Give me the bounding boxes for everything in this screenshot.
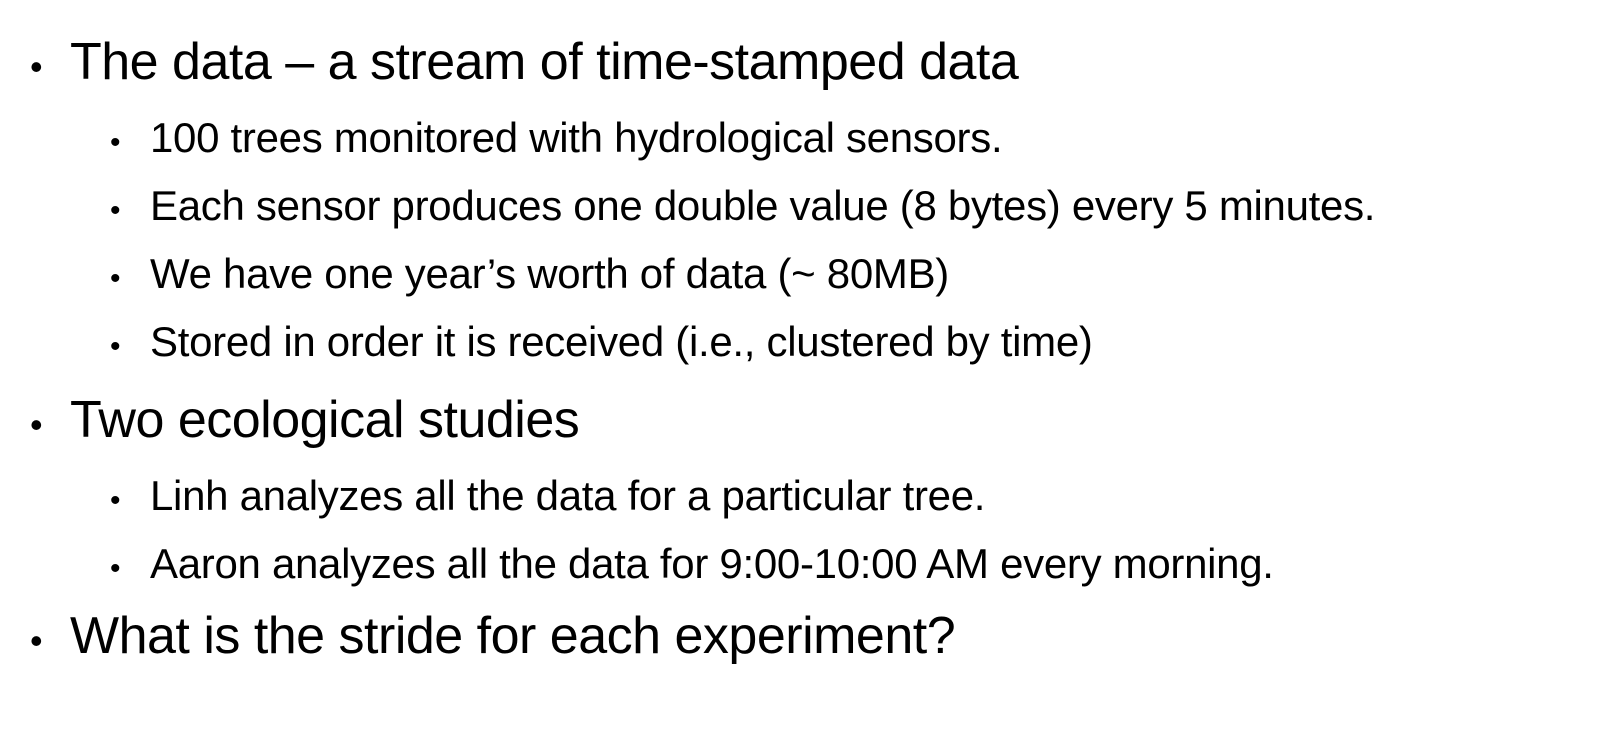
bullet-dot-icon: •: [110, 552, 121, 585]
bullet-dot-icon: •: [110, 484, 121, 517]
bullet-dot-icon: •: [110, 126, 121, 159]
bullet-text: Each sensor produces one double value (8…: [150, 182, 1376, 229]
bullet-text: Stored in order it is received (i.e., cl…: [150, 318, 1093, 365]
bullet-item-stride-question: • What is the stride for each experiment…: [30, 606, 956, 666]
bullet-dot-icon: •: [110, 194, 121, 227]
bullet-text: We have one year’s worth of data (~ 80MB…: [150, 250, 949, 297]
bullet-text: Two ecological studies: [70, 391, 580, 449]
bullet-text: The data – a stream of time-stamped data: [70, 33, 1019, 91]
bullet-item-year-of-data: • We have one year’s worth of data (~ 80…: [110, 250, 949, 298]
bullet-item-sensor-values: • Each sensor produces one double value …: [110, 182, 1375, 230]
bullet-dot-icon: •: [110, 330, 121, 363]
bullet-text: 100 trees monitored with hydrological se…: [150, 114, 1003, 161]
bullet-dot-icon: •: [110, 262, 121, 295]
bullet-item-storage-order: • Stored in order it is received (i.e., …: [110, 318, 1093, 366]
bullet-text: Aaron analyzes all the data for 9:00-10:…: [150, 540, 1274, 587]
bullet-item-aaron-analysis: • Aaron analyzes all the data for 9:00-1…: [110, 540, 1274, 588]
bullet-item-trees-monitored: • 100 trees monitored with hydrological …: [110, 114, 1003, 162]
bullet-text: Linh analyzes all the data for a particu…: [150, 472, 986, 519]
bullet-item-data-stream: • The data – a stream of time-stamped da…: [30, 32, 1019, 92]
bullet-text: What is the stride for each experiment?: [70, 607, 956, 665]
bullet-item-ecological-studies: • Two ecological studies: [30, 390, 580, 450]
bullet-item-linh-analysis: • Linh analyzes all the data for a parti…: [110, 472, 985, 520]
bullet-dot-icon: •: [30, 404, 43, 445]
bullet-dot-icon: •: [30, 46, 43, 87]
bullet-dot-icon: •: [30, 620, 43, 661]
